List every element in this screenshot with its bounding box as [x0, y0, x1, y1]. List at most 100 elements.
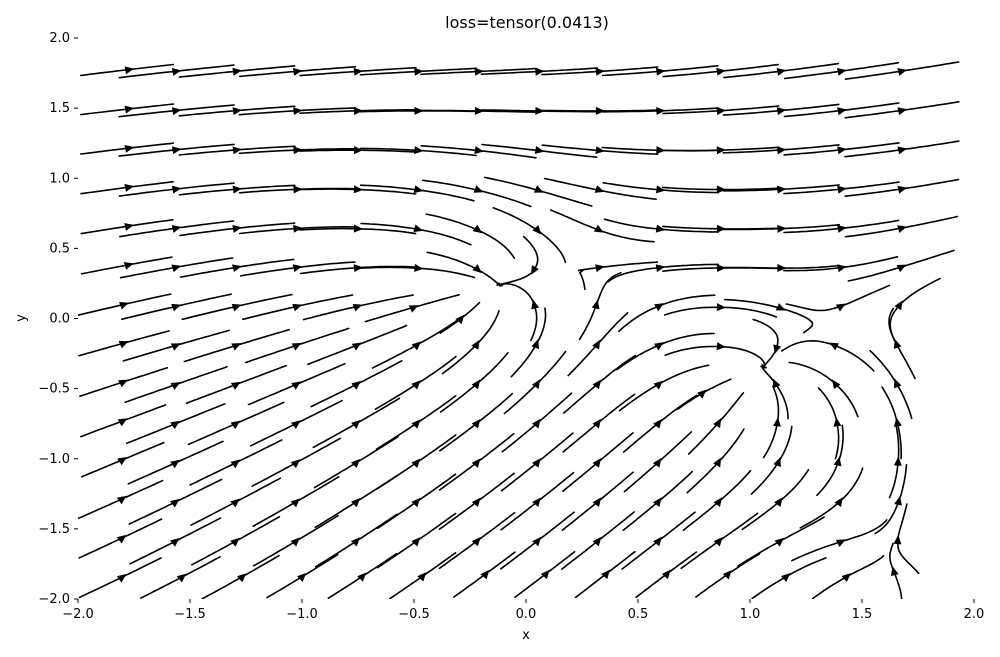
- streamline-arrow: [471, 536, 481, 547]
- streamline-arrow: [472, 224, 483, 234]
- streamline-arrow: [897, 225, 907, 233]
- y-axis-label: y: [14, 314, 29, 322]
- streamline-arrow: [124, 105, 135, 114]
- streamline-arrow: [835, 539, 846, 547]
- streamline-arrow: [896, 264, 907, 273]
- streamline-arrow: [531, 339, 539, 349]
- streamline-arrow: [232, 67, 242, 76]
- streamline: [888, 307, 916, 380]
- streamline-arrow: [473, 185, 484, 193]
- streamline-arrow: [171, 264, 182, 273]
- streamline-arrow: [414, 146, 424, 155]
- streamline-arrow: [713, 418, 722, 429]
- streamline-arrow: [123, 262, 134, 270]
- streamline-arrow: [118, 379, 128, 388]
- streamline-arrow: [713, 457, 722, 468]
- streamline-arrow: [171, 303, 181, 312]
- x-tick-label: −0.5: [398, 607, 430, 622]
- streamline: [425, 213, 516, 259]
- streamline-arrow: [834, 497, 843, 507]
- streamline-arrow: [661, 569, 671, 580]
- streamline-arrow: [894, 496, 902, 506]
- streamline-arrow: [411, 419, 421, 429]
- streamline-arrow: [652, 458, 662, 468]
- streamline-arrow: [169, 498, 180, 508]
- streamline-arrow: [533, 185, 544, 193]
- x-axis: −2.0 −1.5 −1.0 −0.5 0.0 0.5 1.0 1.5 2.0: [62, 599, 984, 622]
- streamline-arrow: [655, 264, 666, 273]
- streamline-arrow: [532, 458, 541, 468]
- x-tick-label: −2.0: [62, 607, 94, 622]
- streamline-arrow: [655, 224, 666, 233]
- streamline: [724, 298, 814, 334]
- streamline-arrow: [292, 303, 303, 312]
- x-tick-label: 2.0: [964, 607, 985, 622]
- streamline-arrow: [774, 497, 783, 507]
- y-tick-label: 0.0: [49, 312, 70, 327]
- streamline-arrow: [837, 264, 847, 273]
- streamline-arrow: [601, 569, 610, 580]
- y-tick-label: −1.0: [38, 452, 70, 467]
- streamline-arrow: [353, 264, 363, 273]
- streamline-arrow: [290, 420, 301, 430]
- streamline-arrow: [230, 381, 241, 390]
- streamline-arrow: [776, 146, 787, 155]
- streamline-arrow: [534, 146, 545, 154]
- streamline-arrow: [474, 67, 484, 76]
- y-tick-label: −2.0: [38, 592, 70, 607]
- streamline-arrow: [176, 573, 187, 583]
- streamline-arrow: [897, 146, 908, 155]
- streamline-arrow: [653, 497, 662, 507]
- streamline-arrow: [655, 185, 666, 194]
- streamline-arrow: [655, 67, 666, 76]
- streamline-arrow: [893, 535, 902, 545]
- streamline: [686, 428, 745, 494]
- streamline-arrow: [232, 107, 242, 116]
- streamline-arrow: [291, 342, 302, 351]
- streamline-arrow: [353, 67, 363, 76]
- streamline: [788, 361, 859, 418]
- streamline-arrow: [780, 573, 791, 583]
- streamline-arrow: [232, 146, 242, 155]
- streamline-arrow: [653, 536, 662, 547]
- streamline-arrow: [654, 342, 664, 351]
- streamline-arrow: [535, 106, 545, 115]
- streamline-arrow: [293, 107, 303, 116]
- y-tick-label: −1.5: [38, 522, 70, 537]
- streamline-arrow: [169, 537, 180, 547]
- streamline-arrow: [351, 498, 361, 508]
- x-tick-label: −1.0: [286, 607, 318, 622]
- streamline-arrow: [471, 458, 481, 468]
- streamline-arrow: [893, 417, 902, 427]
- streamline-arrow: [532, 497, 541, 508]
- streamline-arrow: [472, 264, 482, 274]
- streamline-arrow: [124, 144, 135, 153]
- streamline-arrow: [455, 314, 465, 325]
- streamline-arrow: [117, 456, 127, 466]
- y-tick-label: 2.0: [49, 31, 70, 46]
- streamline-arrow: [833, 417, 842, 427]
- streamline: [751, 557, 827, 599]
- streamline-arrow: [773, 344, 782, 355]
- streamline-arrow: [471, 339, 480, 350]
- streamline-arrow: [592, 536, 602, 547]
- streamline-arrow: [713, 537, 723, 547]
- streamline-arrow: [118, 341, 129, 349]
- streamline-arrow: [897, 185, 908, 194]
- streamline-arrow: [532, 225, 542, 235]
- x-tick-label: 1.5: [852, 607, 873, 622]
- streamline-arrow: [531, 379, 541, 390]
- plot-area: [78, 61, 960, 599]
- streamline-arrow: [841, 573, 851, 583]
- x-tick-label: 0.5: [628, 607, 649, 622]
- streamline-arrow: [124, 66, 135, 75]
- streamline-arrow: [411, 537, 421, 547]
- streamline-arrow: [236, 573, 247, 583]
- streamline-arrow: [353, 146, 363, 155]
- streamline: [752, 318, 779, 369]
- streamline-arrow: [833, 456, 842, 467]
- streamline-arrow: [417, 572, 427, 582]
- streamline-arrow: [474, 146, 484, 154]
- y-axis: −2.0 −1.5 −1.0 −0.5 0.0 0.5 1.0 1.5 2.0: [38, 31, 78, 607]
